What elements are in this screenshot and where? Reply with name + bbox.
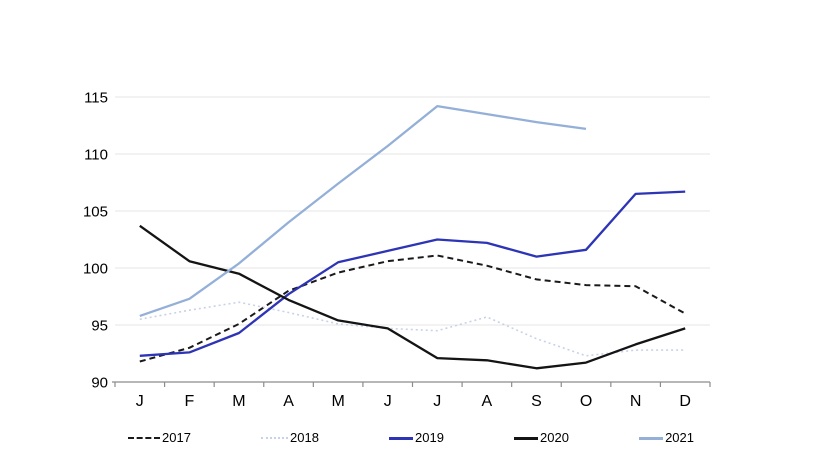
- series-line-2018: [139, 301, 686, 357]
- legend-item-2019: 2019: [389, 431, 444, 445]
- x-axis-month-label: J: [136, 393, 144, 410]
- x-axis-month-label: A: [283, 393, 294, 410]
- legend-line-dotted-icon: [261, 437, 289, 439]
- y-axis-tick-label: 110: [84, 147, 108, 164]
- y-axis-tick-label: 105: [83, 204, 108, 221]
- legend-line-black-icon: [514, 436, 539, 440]
- legend-label: 2019: [415, 430, 444, 445]
- legend-item-2018: 2018: [261, 431, 319, 445]
- x-axis-month-label: D: [679, 393, 691, 410]
- legend-label: 2021: [665, 430, 694, 445]
- x-axis-month-label: S: [531, 393, 542, 410]
- legend-item-2017: 2017: [128, 431, 191, 445]
- x-axis-month-label: J: [433, 393, 441, 410]
- legend-line-blue-icon: [389, 436, 414, 440]
- y-axis-tick-label: 100: [83, 261, 108, 278]
- legend-line-dashed-icon: [128, 437, 160, 439]
- x-axis-month-label: M: [331, 393, 344, 410]
- legend-label: 2018: [290, 430, 319, 445]
- series-line-2020: [139, 224, 686, 370]
- x-axis-month-label: A: [482, 393, 493, 410]
- chart-legend: 2017 2018 2019 2020 2021: [128, 431, 694, 445]
- series-line-2019: [139, 190, 686, 357]
- series-line-2017: [139, 254, 686, 363]
- y-axis-tick-label: 115: [84, 90, 108, 107]
- legend-label: 2017: [162, 430, 191, 445]
- legend-line-lightblue-icon: [639, 436, 664, 440]
- legend-label: 2020: [540, 430, 569, 445]
- y-axis-tick-label: 90: [91, 375, 108, 392]
- legend-item-2021: 2021: [639, 431, 694, 445]
- x-axis-month-label: M: [232, 393, 245, 410]
- x-axis-month-label: F: [184, 393, 194, 410]
- x-axis-month-label: O: [580, 393, 592, 410]
- legend-item-2020: 2020: [514, 431, 569, 445]
- y-axis-tick-label: 95: [91, 318, 108, 335]
- series-line-2021: [139, 104, 587, 317]
- x-axis-month-label: N: [630, 393, 642, 410]
- x-axis-month-label: J: [384, 393, 392, 410]
